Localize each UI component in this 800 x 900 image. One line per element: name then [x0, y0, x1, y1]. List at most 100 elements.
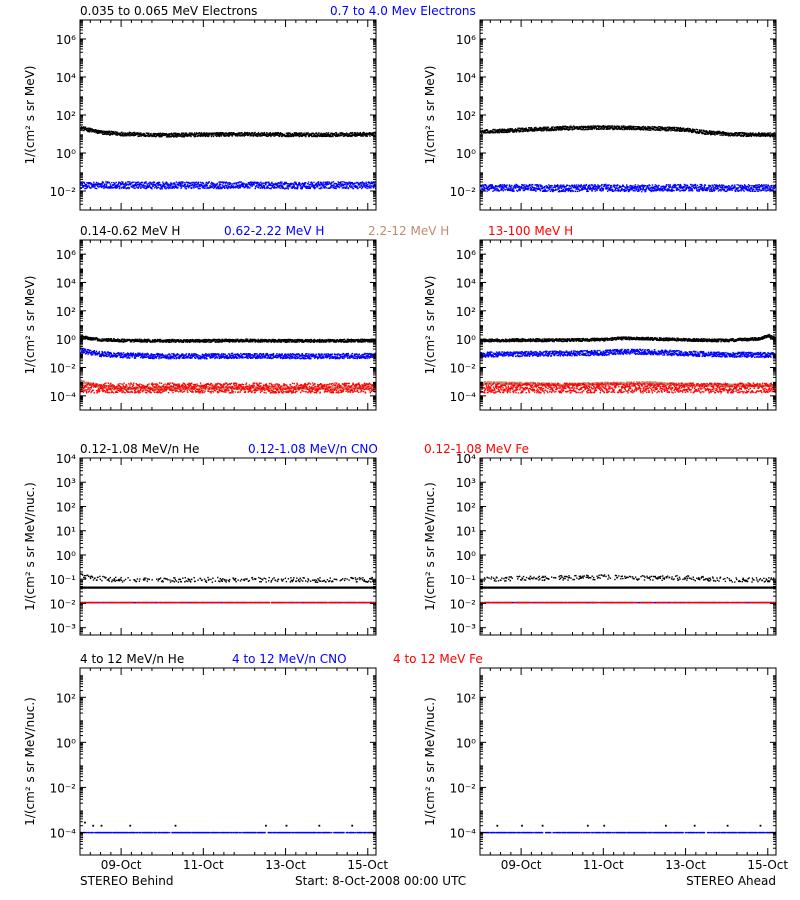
data-point: [710, 190, 712, 192]
data-point: [712, 187, 715, 190]
data-point: [565, 189, 567, 191]
data-point: [578, 128, 580, 130]
data-point: [667, 184, 670, 186]
data-point: [369, 132, 372, 134]
data-point: [170, 132, 173, 134]
data-point: [152, 132, 155, 135]
data-point: [756, 188, 758, 191]
data-point: [218, 186, 220, 188]
data-point: [117, 183, 119, 185]
data-point: [365, 135, 367, 137]
data-point: [360, 184, 363, 186]
data-point: [591, 184, 593, 186]
data-point: [369, 185, 371, 187]
data-point: [218, 132, 220, 134]
data-point: [703, 186, 706, 188]
data-point: [254, 131, 256, 134]
data-point: [686, 186, 688, 189]
data-point: [731, 133, 734, 135]
data-point: [722, 134, 724, 137]
data-point: [724, 131, 726, 134]
data-point: [238, 181, 240, 183]
data-point: [547, 189, 549, 192]
data-point: [132, 184, 134, 186]
data-point: [565, 187, 567, 190]
data-point: [193, 187, 195, 189]
data-point: [768, 134, 771, 136]
data-point: [226, 132, 228, 135]
data-point: [513, 131, 515, 133]
data-point: [584, 185, 586, 187]
data-point: [337, 135, 339, 137]
data-point: [749, 190, 752, 192]
data-point: [266, 186, 269, 189]
data-point: [354, 184, 356, 187]
data-point: [325, 184, 327, 186]
data-point: [700, 130, 702, 132]
data-point: [502, 185, 504, 187]
data-point: [660, 188, 662, 190]
data-point: [754, 133, 756, 135]
data-point: [203, 133, 205, 135]
data-point: [503, 184, 506, 186]
data-point: [93, 186, 95, 188]
data-point: [197, 186, 199, 188]
data-point: [561, 186, 563, 188]
data-point: [630, 186, 633, 188]
data-point: [719, 189, 722, 191]
data-point: [184, 187, 186, 189]
data-point: [568, 129, 570, 131]
data-point: [305, 132, 307, 134]
data-point: [757, 133, 760, 136]
data-point: [523, 189, 526, 192]
data-point: [542, 189, 545, 191]
data-point: [502, 129, 504, 132]
data-point: [218, 134, 221, 136]
data-point: [85, 185, 87, 187]
data-point: [570, 187, 573, 189]
data-point: [300, 135, 302, 137]
data-point: [710, 188, 712, 191]
data-point: [228, 182, 231, 184]
data-point: [554, 184, 556, 186]
data-point: [600, 190, 602, 192]
data-point: [486, 190, 488, 192]
data-point: [685, 184, 687, 186]
data-point: [675, 188, 677, 190]
data-point: [210, 133, 212, 135]
data-point: [758, 190, 760, 192]
data-point: [102, 131, 105, 134]
data-point: [374, 181, 376, 184]
data-point: [741, 186, 743, 188]
data-point: [225, 184, 227, 187]
data-point: [245, 184, 247, 186]
data-point: [639, 128, 641, 130]
data-point: [587, 190, 589, 192]
data-point: [716, 188, 718, 190]
data-point: [218, 184, 220, 186]
data-point: [238, 132, 240, 134]
data-point: [124, 185, 126, 187]
data-point: [281, 135, 283, 138]
data-point: [118, 187, 121, 190]
data-point: [290, 183, 292, 186]
data-point: [324, 132, 326, 135]
data-point: [497, 185, 499, 187]
data-point: [277, 134, 280, 137]
data-point: [181, 183, 183, 185]
data-point: [501, 129, 503, 131]
data-point: [617, 127, 619, 129]
data-point: [514, 128, 517, 130]
data-point: [133, 184, 136, 186]
data-point: [133, 131, 136, 134]
data-point: [287, 188, 290, 190]
data-point: [137, 181, 140, 183]
data-point: [567, 190, 569, 192]
data-point: [683, 188, 685, 191]
data-point: [116, 187, 118, 189]
data-point: [238, 186, 241, 188]
data-point: [526, 128, 528, 131]
data-point: [716, 131, 718, 133]
data-point: [606, 184, 608, 186]
data-point: [509, 127, 511, 130]
